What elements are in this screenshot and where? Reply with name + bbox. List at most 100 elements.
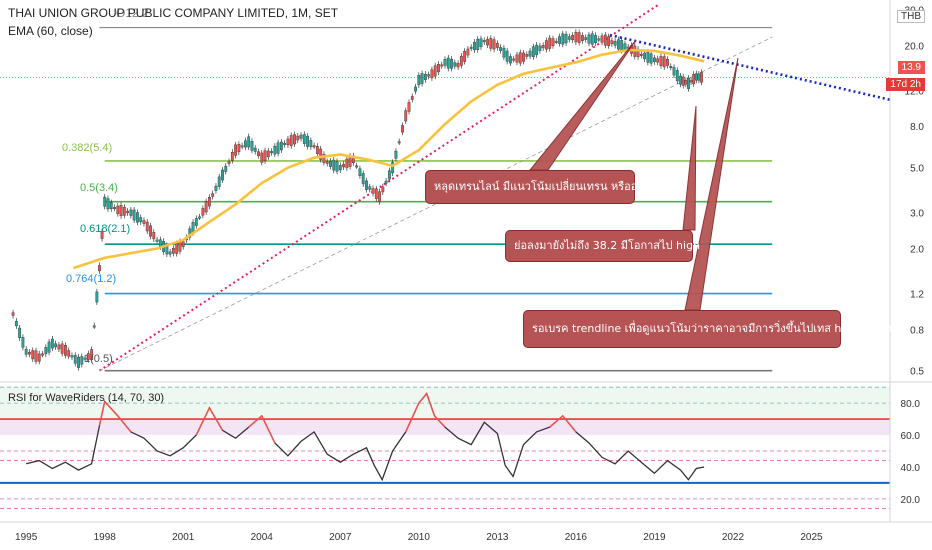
- price-candle: [172, 248, 175, 254]
- price-candle: [433, 65, 437, 77]
- callout-pullback[interactable]: ย่อลงมายังไม่ถึง 38.2 มีโอกาสไป high: [505, 230, 700, 262]
- price-candle: [548, 37, 552, 49]
- price-candle: [188, 228, 192, 238]
- price-candle: [80, 356, 84, 365]
- price-candle: [145, 221, 149, 232]
- price-candle: [456, 63, 460, 68]
- price-tick-label: 0.8: [910, 325, 924, 336]
- rsi-line: [26, 392, 705, 482]
- callout-trendline-break[interactable]: หลุดเทรนไลน์ มีแนวโน้มเปลี่ยนเทรน หรือออ…: [425, 170, 670, 204]
- price-candle: [407, 102, 411, 112]
- resistance-trendline: [609, 33, 891, 102]
- channel-trendline: [99, 36, 773, 372]
- price-candle: [34, 350, 38, 362]
- ema-60-line: [72, 48, 705, 270]
- price-candle: [240, 145, 244, 148]
- price-candle: [587, 34, 591, 44]
- callout-wait-breakout[interactable]: รอเบรค trendline เพื่อดูแนวโน้มว่าราคาอา…: [523, 310, 895, 348]
- price-tick-label: 0.5: [910, 367, 924, 378]
- rsi-tick-label: 40.0: [901, 463, 921, 474]
- fib-label-0764: 0.764(1.2): [66, 273, 117, 285]
- price-candle: [571, 35, 575, 41]
- price-candle: [414, 86, 417, 92]
- price-tick-label: 8.0: [910, 122, 924, 133]
- price-candle: [47, 341, 51, 353]
- price-candle: [361, 173, 365, 185]
- price-candle: [50, 338, 54, 349]
- price-candle: [90, 349, 94, 360]
- price-candle: [590, 33, 594, 45]
- price-candle: [270, 151, 273, 154]
- price-candle: [564, 33, 568, 44]
- price-candle: [181, 241, 185, 247]
- price-candle: [365, 180, 368, 190]
- price-candle: [700, 72, 703, 83]
- price-candle: [384, 180, 388, 184]
- price-candle: [168, 251, 172, 255]
- price-candle: [329, 160, 332, 167]
- price-candle: [656, 58, 660, 63]
- price-candle: [499, 47, 503, 51]
- price-candle: [404, 110, 408, 122]
- price-candle: [335, 161, 339, 172]
- price-candle: [355, 165, 359, 168]
- price-candle: [266, 150, 270, 158]
- price-candle: [509, 56, 512, 64]
- price-candle: [214, 185, 218, 191]
- price-candle: [486, 39, 489, 46]
- price-candle: [319, 148, 323, 160]
- price-candle: [142, 220, 146, 224]
- price-candle: [276, 142, 280, 154]
- rsi-tick-label: 60.0: [901, 431, 921, 442]
- price-candle: [669, 66, 673, 69]
- rsi-title[interactable]: RSI for WaveRiders (14, 70, 30): [8, 392, 165, 404]
- price-candle: [574, 31, 578, 43]
- price-candle: [44, 347, 48, 355]
- price-candle: [98, 265, 101, 272]
- price-candle: [659, 56, 663, 66]
- price-candle: [244, 140, 247, 148]
- price-candle: [410, 96, 414, 100]
- price-candle: [139, 217, 143, 223]
- price-candle: [77, 356, 80, 368]
- price-candle: [178, 241, 182, 252]
- ema-label[interactable]: EMA (60, close): [8, 24, 93, 38]
- price-candle: [116, 205, 120, 214]
- price-candle: [561, 33, 565, 45]
- price-candle: [286, 138, 290, 146]
- price-candle: [70, 355, 74, 358]
- price-candle: [525, 54, 529, 57]
- price-candle: [489, 38, 493, 49]
- price-candle: [119, 205, 123, 217]
- price-candle: [103, 196, 107, 207]
- price-candle: [391, 162, 395, 174]
- price-candle: [387, 170, 391, 180]
- price-candle: [129, 209, 133, 216]
- price-candle: [502, 47, 506, 58]
- price-candle: [221, 169, 224, 181]
- price-tick-label: 2.0: [910, 244, 924, 255]
- price-candle: [672, 67, 676, 76]
- price-candle: [358, 168, 362, 176]
- price-candle: [512, 58, 516, 61]
- currency-label: THB: [897, 10, 925, 23]
- price-candle: [263, 150, 267, 162]
- price-candle: [60, 343, 64, 354]
- price-candle: [541, 45, 545, 49]
- time-tick-label: 2007: [329, 532, 352, 543]
- price-candle: [545, 40, 548, 50]
- time-tick-label: 1995: [15, 532, 38, 543]
- price-candle: [224, 165, 228, 172]
- price-candle: [639, 53, 643, 56]
- price-candle: [394, 150, 398, 159]
- price-candle: [201, 208, 205, 216]
- rsi-tick-label: 20.0: [901, 495, 921, 506]
- price-candle: [368, 186, 372, 190]
- price-candle: [437, 64, 440, 73]
- price-candle: [24, 348, 28, 355]
- rsi-overbought-segment: [549, 415, 564, 428]
- price-candle: [430, 69, 434, 79]
- price-candle: [211, 193, 215, 197]
